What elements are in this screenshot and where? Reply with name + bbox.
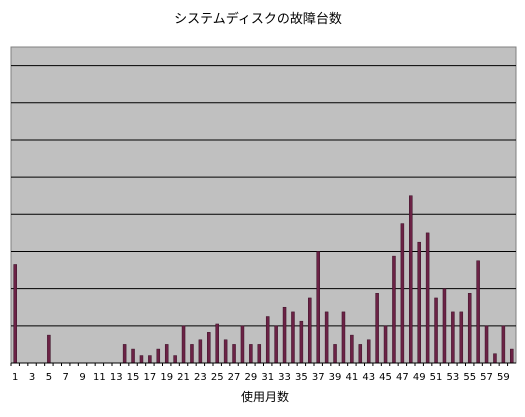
x-tick-label: 5 xyxy=(46,372,52,383)
x-tick-label: 9 xyxy=(79,372,85,383)
bar-month-47 xyxy=(400,223,405,364)
x-tick-label: 27 xyxy=(228,372,241,383)
bar-month-41 xyxy=(350,334,354,364)
x-tick-label: 29 xyxy=(245,372,258,383)
bar-month-24 xyxy=(207,332,211,364)
x-tick-label: 23 xyxy=(194,372,207,383)
bar-month-33 xyxy=(282,306,287,364)
bar-month-26 xyxy=(223,339,228,364)
x-tick-label: 1 xyxy=(12,372,18,383)
bar-month-35 xyxy=(299,320,304,364)
bar-month-60 xyxy=(510,348,514,364)
bar-month-54 xyxy=(459,311,464,364)
x-tick-labels: 1 3 5 7 9 11 13 15 17 19 21 23 25 27 29 31 33 35 37 39 41 43 4… xyxy=(10,363,510,383)
x-tick-label: 57 xyxy=(480,372,493,383)
bar-month-59 xyxy=(501,325,506,364)
bar-month-48 xyxy=(409,195,413,364)
x-tick-label: 39 xyxy=(329,372,342,383)
bar-month-58 xyxy=(493,353,497,364)
bar-month-18 xyxy=(156,348,161,364)
bar-month-5 xyxy=(47,334,51,364)
bar-month-46 xyxy=(392,255,396,364)
x-tick-label: 21 xyxy=(177,372,190,383)
x-tick-label: 37 xyxy=(312,372,325,383)
bar-month-57 xyxy=(484,325,489,364)
bar-month-43 xyxy=(366,339,371,364)
x-tick-label: 43 xyxy=(362,372,375,383)
bar-month-56 xyxy=(476,260,480,364)
x-tick-label: 59 xyxy=(497,372,510,383)
bar-month-20 xyxy=(173,355,177,364)
bar-month-19 xyxy=(164,344,169,364)
x-tick-label: 33 xyxy=(278,372,291,383)
x-tick-label: 15 xyxy=(127,372,140,383)
bar-month-25 xyxy=(215,323,219,364)
bar-month-29 xyxy=(249,344,253,364)
x-tick-label: 41 xyxy=(346,372,359,383)
bar-month-31 xyxy=(265,316,270,364)
x-tick-label: 19 xyxy=(160,372,173,383)
x-tick-label: 45 xyxy=(379,372,392,383)
bar-month-44 xyxy=(375,293,379,364)
bar-month-15 xyxy=(131,348,135,364)
bar-month-30 xyxy=(257,344,262,364)
bar-month-53 xyxy=(451,311,455,364)
bar-month-23 xyxy=(198,339,203,364)
bar-month-21 xyxy=(181,325,186,364)
x-tick-label: 49 xyxy=(413,372,426,383)
bar-month-17 xyxy=(148,355,152,364)
chart-title: システムディスクの故障台数 xyxy=(174,11,342,27)
x-tick-label: 51 xyxy=(430,372,443,383)
bar-month-28 xyxy=(240,325,245,364)
bar-month-52 xyxy=(442,288,447,364)
x-tick-label: 7 xyxy=(63,372,69,383)
grid-lines xyxy=(11,65,516,327)
x-tick-label: 47 xyxy=(396,372,409,383)
bar-month-42 xyxy=(358,344,363,364)
plot-area xyxy=(10,46,517,364)
x-tick-label: 3 xyxy=(29,372,35,383)
bar-month-39 xyxy=(333,344,337,364)
x-axis-label: 使用月数 xyxy=(241,389,289,404)
bar-month-55 xyxy=(467,293,472,364)
bar-month-36 xyxy=(308,297,312,364)
x-tick-label: 53 xyxy=(447,372,460,383)
x-tick-label: 31 xyxy=(261,372,274,383)
bar-month-37 xyxy=(316,251,320,364)
x-tick-label: 17 xyxy=(144,372,157,383)
bar-month-50 xyxy=(425,232,430,364)
bar-month-27 xyxy=(232,344,236,364)
bar-month-34 xyxy=(291,311,295,364)
x-tick-label: 35 xyxy=(295,372,308,383)
bar-month-14 xyxy=(122,344,127,364)
bar-month-40 xyxy=(341,311,346,364)
bar-month-16 xyxy=(139,355,144,364)
x-tick-label: 13 xyxy=(110,372,123,383)
x-tick-label: 11 xyxy=(93,372,106,383)
x-tick-label: 55 xyxy=(463,372,476,383)
bar-month-38 xyxy=(324,311,329,364)
bar-month-1 xyxy=(13,264,17,364)
bar-month-51 xyxy=(434,297,438,364)
x-tick-label: 25 xyxy=(211,372,224,383)
bar-month-49 xyxy=(417,241,421,364)
bar-month-22 xyxy=(190,344,194,364)
bar-month-45 xyxy=(383,325,388,364)
bar-month-32 xyxy=(274,325,278,364)
